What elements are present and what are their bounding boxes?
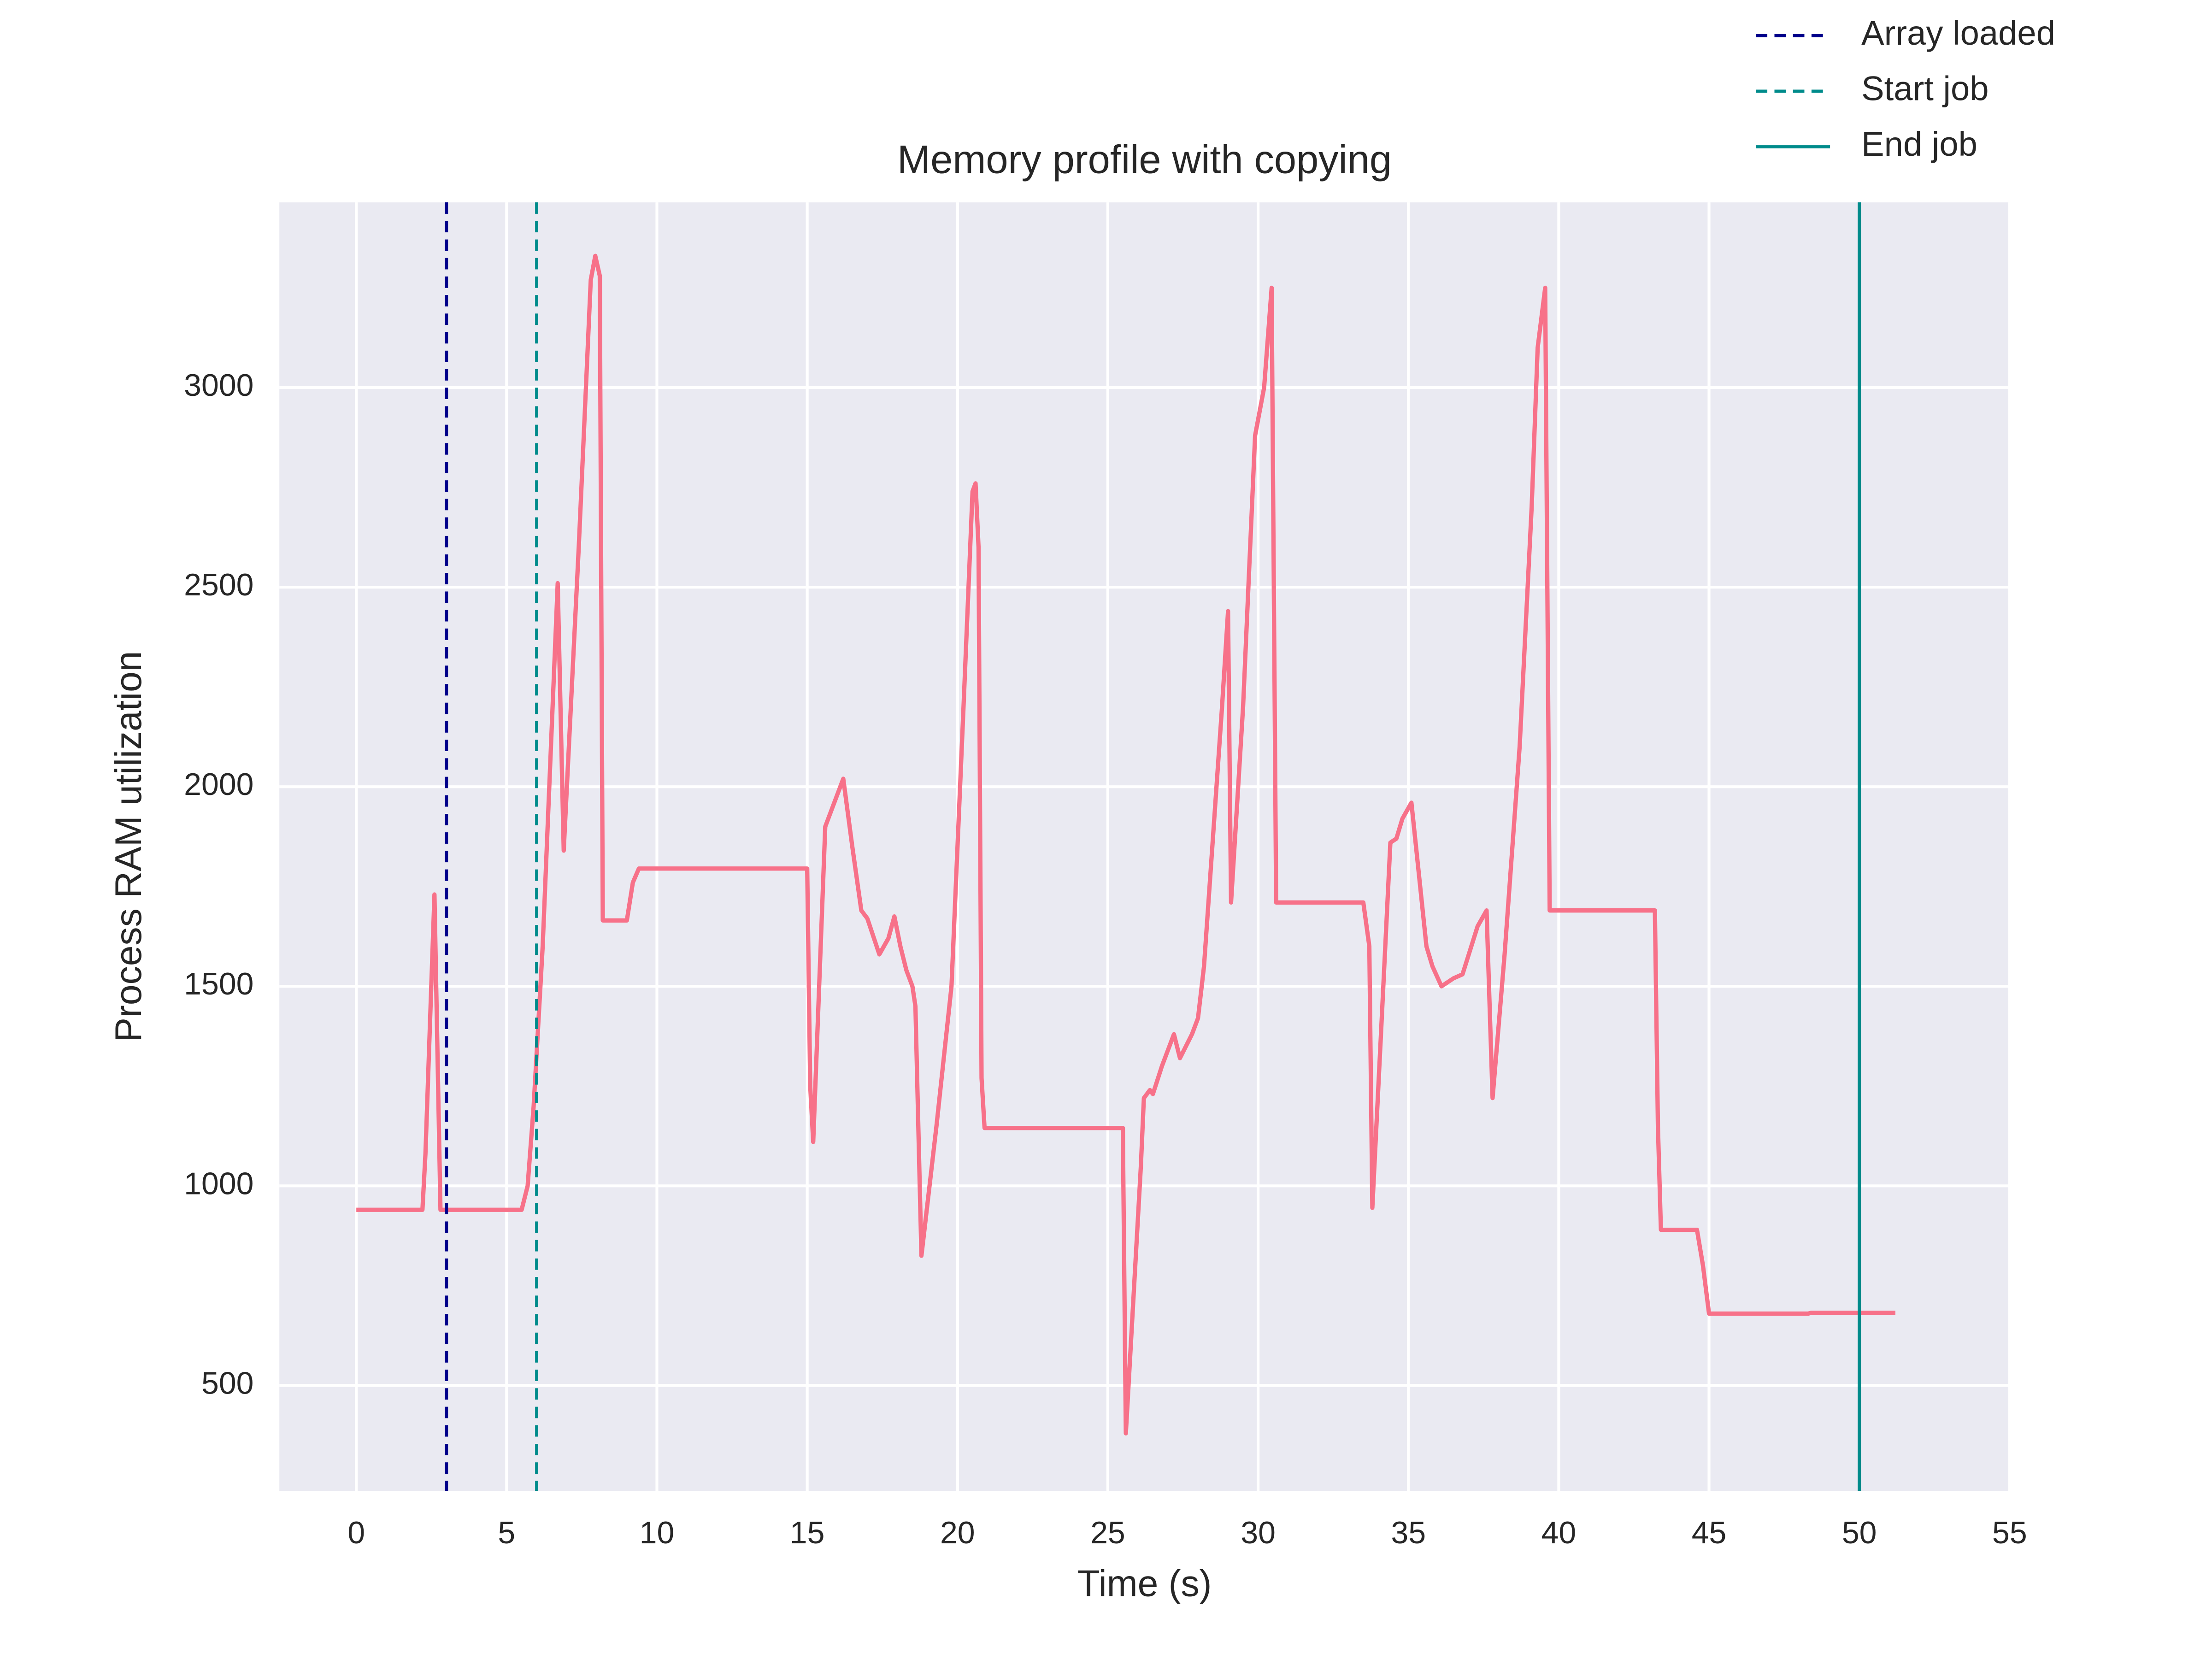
x-tick-label: 45 <box>1692 1515 1727 1550</box>
x-tick-label: 40 <box>1541 1515 1577 1550</box>
y-axis-label: Process RAM utilization <box>108 651 149 1042</box>
y-tick-label: 500 <box>201 1365 254 1400</box>
y-tick-label: 2500 <box>184 567 253 602</box>
chart-title: Memory profile with copying <box>897 137 1392 182</box>
y-tick-label: 1000 <box>184 1166 253 1201</box>
x-tick-label: 55 <box>1992 1515 2027 1550</box>
x-tick-label: 5 <box>498 1515 515 1550</box>
x-tick-label: 30 <box>1241 1515 1276 1550</box>
legend-label: Array loaded <box>1861 14 2055 52</box>
x-tick-label: 15 <box>790 1515 825 1550</box>
plot-area <box>279 202 2010 1491</box>
y-tick-label: 1500 <box>184 966 253 1001</box>
x-tick-label: 25 <box>1090 1515 1125 1550</box>
data-line <box>356 253 1895 1435</box>
x-tick-label: 35 <box>1391 1515 1426 1550</box>
y-tick-label: 2000 <box>184 767 253 802</box>
x-tick-label: 0 <box>347 1515 365 1550</box>
legend-label: End job <box>1861 125 1977 163</box>
x-tick-label: 20 <box>940 1515 975 1550</box>
x-tick-label: 50 <box>1842 1515 1877 1550</box>
x-axis-label: Time (s) <box>1077 1563 1212 1605</box>
y-tick-label: 3000 <box>184 368 253 403</box>
x-tick-label: 10 <box>640 1515 675 1550</box>
legend-label: Start job <box>1861 70 1988 108</box>
